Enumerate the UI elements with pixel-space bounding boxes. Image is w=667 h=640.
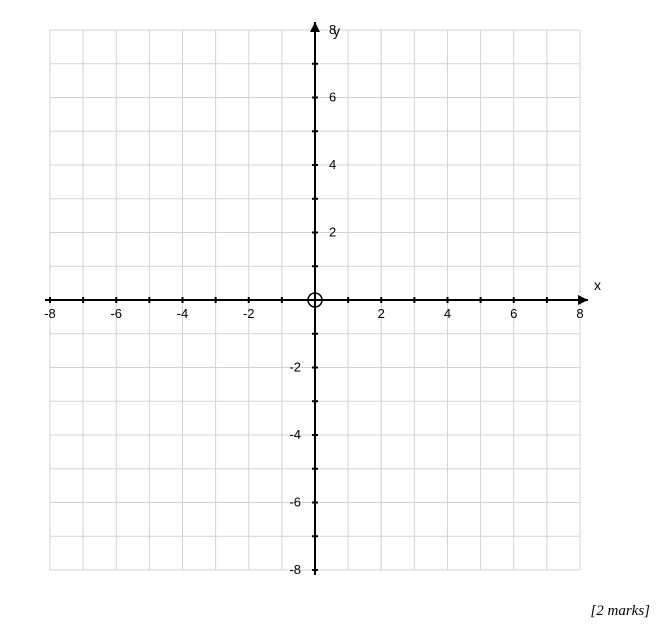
svg-text:6: 6	[510, 306, 517, 321]
svg-text:-8: -8	[289, 562, 301, 577]
grid-svg: -8-6-4-22468-8-6-4-22468xy	[20, 20, 610, 590]
svg-text:-8: -8	[44, 306, 56, 321]
svg-text:-6: -6	[110, 306, 122, 321]
svg-text:-2: -2	[289, 360, 301, 375]
svg-text:-6: -6	[289, 495, 301, 510]
svg-text:6: 6	[329, 90, 336, 105]
svg-text:-4: -4	[177, 306, 189, 321]
svg-text:2: 2	[329, 225, 336, 240]
svg-text:8: 8	[576, 306, 583, 321]
svg-text:-2: -2	[243, 306, 255, 321]
svg-text:x: x	[594, 277, 601, 293]
marks-label: [2 marks]	[20, 603, 650, 620]
svg-text:y: y	[333, 23, 340, 39]
svg-text:2: 2	[378, 306, 385, 321]
coordinate-grid-chart: -8-6-4-22468-8-6-4-22468xy	[20, 20, 610, 595]
svg-text:4: 4	[444, 306, 451, 321]
svg-text:4: 4	[329, 157, 336, 172]
svg-text:-4: -4	[289, 427, 301, 442]
